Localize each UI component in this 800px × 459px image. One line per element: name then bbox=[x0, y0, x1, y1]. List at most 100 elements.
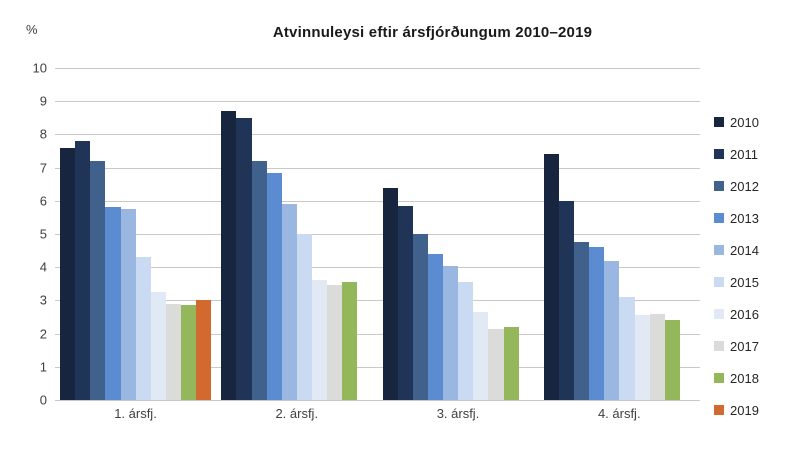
legend-swatch-2019 bbox=[714, 405, 724, 415]
gridline-2 bbox=[55, 333, 700, 335]
legend-label-2010: 2010 bbox=[730, 114, 759, 130]
x-tick-label-quarter-3: 3. ársfj. bbox=[436, 406, 480, 421]
bar-slot-2011 bbox=[397, 68, 413, 400]
legend-item-2016: 2016 bbox=[714, 298, 759, 330]
legend-label-2017: 2017 bbox=[730, 338, 759, 354]
bar-slot-2014 bbox=[443, 68, 459, 400]
legend-swatch-2010 bbox=[714, 117, 724, 127]
legend-item-2019: 2019 bbox=[714, 394, 759, 426]
bar-2010-q2 bbox=[221, 111, 237, 400]
bar-slot-2018 bbox=[181, 68, 197, 400]
bar-slot-2016 bbox=[634, 68, 650, 400]
bar-slot-2012 bbox=[574, 68, 590, 400]
bar-2018-q3 bbox=[503, 326, 519, 400]
bar-slot-2019 bbox=[680, 68, 695, 400]
x-tick-label-quarter-2: 2. ársfj. bbox=[275, 406, 319, 421]
bar-slot-2013 bbox=[427, 68, 443, 400]
bar-slot-2015 bbox=[135, 68, 151, 400]
bar-2014-q4 bbox=[604, 260, 620, 400]
y-tick-label-1: 1 bbox=[39, 359, 47, 375]
bar-slot-2018 bbox=[664, 68, 680, 400]
bar-slot-2014 bbox=[604, 68, 620, 400]
x-tick-label-quarter-4: 4. ársfj. bbox=[597, 406, 641, 421]
bar-slot-2011 bbox=[75, 68, 91, 400]
gridline-3 bbox=[55, 300, 700, 302]
bar-slot-2015 bbox=[619, 68, 635, 400]
bar-2012-q2 bbox=[251, 160, 267, 400]
bar-2015-q1 bbox=[135, 257, 151, 400]
bar-2011-q2 bbox=[236, 117, 252, 400]
bar-group-quarter-3 bbox=[378, 68, 539, 400]
gridline-7 bbox=[55, 167, 700, 169]
bar-slot-2015 bbox=[458, 68, 474, 400]
bar-slot-2010 bbox=[382, 68, 398, 400]
bar-slot-2011 bbox=[236, 68, 252, 400]
bar-slot-2016 bbox=[312, 68, 328, 400]
bar-slot-2012 bbox=[251, 68, 267, 400]
legend-swatch-2013 bbox=[714, 213, 724, 223]
legend-swatch-2014 bbox=[714, 245, 724, 255]
legend-swatch-2018 bbox=[714, 373, 724, 383]
legend-label-2018: 2018 bbox=[730, 370, 759, 386]
y-tick-label-2: 2 bbox=[39, 326, 47, 342]
legend-label-2015: 2015 bbox=[730, 274, 759, 290]
y-tick-label-6: 6 bbox=[39, 193, 47, 209]
bar-2016-q1 bbox=[150, 292, 166, 400]
bar-slot-2017 bbox=[165, 68, 181, 400]
legend-swatch-2015 bbox=[714, 277, 724, 287]
bar-2016-q3 bbox=[473, 312, 489, 400]
legend-item-2011: 2011 bbox=[714, 138, 759, 170]
bar-slot-2017 bbox=[327, 68, 343, 400]
bar-slot-2010 bbox=[543, 68, 559, 400]
legend-label-2012: 2012 bbox=[730, 178, 759, 194]
bar-2013-q2 bbox=[266, 172, 282, 400]
legend-swatch-2011 bbox=[714, 149, 724, 159]
legend-label-2011: 2011 bbox=[730, 146, 758, 162]
bar-2012-q4 bbox=[574, 242, 590, 400]
bar-slot-2013 bbox=[589, 68, 605, 400]
gridline-5 bbox=[55, 234, 700, 235]
gridline-9 bbox=[55, 101, 700, 103]
bar-2012-q3 bbox=[412, 234, 428, 400]
legend-item-2017: 2017 bbox=[714, 330, 759, 362]
bar-2016-q2 bbox=[312, 280, 328, 400]
legend-item-2013: 2013 bbox=[714, 202, 759, 234]
bar-slot-2014 bbox=[120, 68, 136, 400]
bar-2017-q4 bbox=[649, 313, 665, 400]
bar-slot-2015 bbox=[296, 68, 312, 400]
y-tick-label-7: 7 bbox=[39, 160, 47, 176]
bar-2014-q1 bbox=[120, 209, 136, 400]
y-tick-label-10: 10 bbox=[32, 60, 47, 76]
gridline-10 bbox=[55, 68, 700, 69]
bar-2014-q2 bbox=[281, 204, 297, 400]
y-tick-label-8: 8 bbox=[39, 126, 47, 142]
bar-2018-q2 bbox=[342, 282, 358, 400]
bar-2010-q1 bbox=[60, 147, 76, 400]
bar-2018-q1 bbox=[181, 305, 197, 400]
bar-slot-2016 bbox=[150, 68, 166, 400]
chart-title: Atvinnuleysi eftir ársfjórðungum 2010–20… bbox=[272, 24, 593, 41]
bar-group-quarter-4 bbox=[539, 68, 700, 400]
bar-slot-2017 bbox=[488, 68, 504, 400]
legend-swatch-2012 bbox=[714, 181, 724, 191]
y-tick-label-3: 3 bbox=[39, 292, 47, 308]
bar-slot-2019 bbox=[357, 68, 372, 400]
bar-2013-q3 bbox=[427, 253, 443, 400]
legend-item-2014: 2014 bbox=[714, 234, 759, 266]
legend-item-2018: 2018 bbox=[714, 362, 759, 394]
gridline-8 bbox=[55, 134, 700, 136]
bar-2013-q4 bbox=[589, 247, 605, 400]
bar-slot-2010 bbox=[221, 68, 237, 400]
y-tick-label-4: 4 bbox=[39, 259, 47, 275]
bar-2010-q4 bbox=[543, 154, 559, 400]
legend-label-2016: 2016 bbox=[730, 306, 759, 322]
bar-2017-q3 bbox=[488, 328, 504, 400]
y-axis-unit-label: % bbox=[26, 22, 38, 37]
bar-slot-2017 bbox=[649, 68, 665, 400]
bar-slot-2019 bbox=[519, 68, 534, 400]
bar-slot-2018 bbox=[342, 68, 358, 400]
bar-slot-2016 bbox=[473, 68, 489, 400]
bar-slot-2013 bbox=[105, 68, 121, 400]
bar-2017-q2 bbox=[327, 285, 343, 400]
